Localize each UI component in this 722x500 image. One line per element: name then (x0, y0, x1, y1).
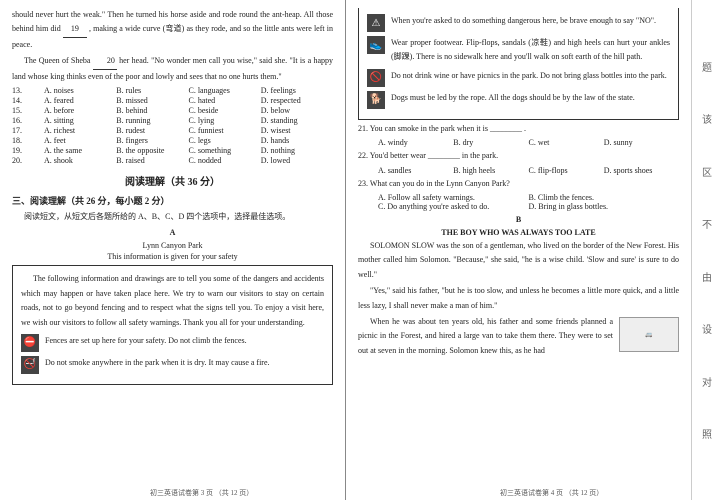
side-tab: 照 (702, 426, 712, 441)
instruction: 阅读短文，从短文后各题所给的 A、B、C、D 四个选项中，选择最佳选项。 (12, 210, 333, 224)
question: 23. What can you do in the Lynn Canyon P… (358, 177, 679, 191)
passage-title: Lynn Canyon Park (12, 241, 333, 250)
cloze-options: 13.A. noisesB. rulesC. languagesD. feeli… (12, 86, 333, 165)
box-intro: The following information and drawings a… (21, 272, 324, 330)
passage-label: B (358, 215, 679, 224)
question-options: A. windy B. dry C. wet D. sunny (358, 138, 679, 147)
option: B. Climb the fences. (529, 193, 680, 202)
rule-row: 🐕 Dogs must be led by the rope. All the … (367, 91, 670, 109)
cloze-row: 19.A. the sameB. the oppositeC. somethin… (12, 146, 333, 155)
option: A. windy (378, 138, 453, 147)
cloze-row: 20.A. shookB. raisedC. noddedD. lowed (12, 156, 333, 165)
option: D. Bring in glass bottles. (529, 202, 680, 211)
rule-row: ⚠ When you're asked to do something dang… (367, 14, 670, 32)
cloze-row: 15.A. beforeB. behindC. besideD. below (12, 106, 333, 115)
cloze-row: 16.A. sittingB. runningC. lyingD. standi… (12, 116, 333, 125)
side-tabs: 题该区不由设对照 (691, 0, 722, 500)
rule-text: Do not drink wine or have picnics in the… (391, 69, 670, 83)
side-tab: 由 (702, 269, 712, 284)
danger-icon: ⚠ (367, 14, 385, 32)
cloze-row: 14.A. fearedB. missedC. hatedD. respecte… (12, 96, 333, 105)
section-title: 阅读理解（共 36 分） (12, 173, 333, 188)
passage-text: should never hurt the weak." Then he tur… (12, 8, 333, 52)
no-smoke-icon: 🚭 (21, 356, 39, 374)
no-drink-icon: 🚫 (367, 69, 385, 87)
passage-text: SOLOMON SLOW was the son of a gentleman,… (358, 239, 679, 282)
rule-row: ⛔ Fences are set up here for your safety… (21, 334, 324, 352)
rule-row: 🚭 Do not smoke anywhere in the park when… (21, 356, 324, 374)
sub-title: 三、阅读理解（共 26 分，每小题 2 分） (12, 194, 333, 207)
question: 22. You'd better wear ________ in the pa… (358, 149, 679, 163)
passage-text: The Queen of Sheba 20 her head. "No wond… (12, 54, 333, 84)
passage-subtitle: This information is given for your safet… (12, 252, 333, 261)
side-tab: 设 (702, 321, 712, 336)
car-image: 🚐 (619, 317, 679, 352)
option: A. sandles (378, 166, 453, 175)
info-box: ⚠ When you're asked to do something dang… (358, 8, 679, 120)
fence-icon: ⛔ (21, 334, 39, 352)
rule-row: 🚫 Do not drink wine or have picnics in t… (367, 69, 670, 87)
option: D. sports shoes (604, 166, 679, 175)
rule-row: 👟 Wear proper footwear. Flip-flops, sand… (367, 36, 670, 65)
page-footer: 初三英语试卷第 3 页 （共 12 页） (150, 488, 253, 498)
side-tab: 题 (702, 59, 712, 74)
rule-text: Do not smoke anywhere in the park when i… (45, 356, 324, 370)
option: D. sunny (604, 138, 679, 147)
rule-text: Fences are set up here for your safety. … (45, 334, 324, 348)
passage-text: "Yes," said his father, "but he is too s… (358, 284, 679, 313)
option: C. wet (529, 138, 604, 147)
option: C. Do anything you're asked to do. (378, 202, 529, 211)
info-box: The following information and drawings a… (12, 265, 333, 385)
shoe-icon: 👟 (367, 36, 385, 54)
page-footer: 初三英语试卷第 4 页 （共 12 页） (500, 488, 603, 498)
dog-icon: 🐕 (367, 91, 385, 109)
side-tab: 区 (702, 164, 712, 179)
question-options: A. sandles B. high heels C. flip-flops D… (358, 166, 679, 175)
rule-text: Dogs must be led by the rope. All the do… (391, 91, 670, 105)
cloze-row: 17.A. richestB. rudestC. funniestD. wise… (12, 126, 333, 135)
option: C. flip-flops (529, 166, 604, 175)
option: A. Follow all safety warnings. (378, 193, 529, 202)
question-options: A. Follow all safety warnings.B. Climb t… (358, 193, 679, 211)
passage-label: A (12, 228, 333, 237)
option: B. dry (453, 138, 528, 147)
side-tab: 不 (702, 216, 712, 231)
option: B. high heels (453, 166, 528, 175)
cloze-row: 18.A. feetB. fingersC. legsD. hands (12, 136, 333, 145)
rule-text: When you're asked to do something danger… (391, 14, 670, 28)
cloze-row: 13.A. noisesB. rulesC. languagesD. feeli… (12, 86, 333, 95)
side-tab: 该 (702, 111, 712, 126)
passage-title: THE BOY WHO WAS ALWAYS TOO LATE (358, 228, 679, 237)
right-page: ⚠ When you're asked to do something dang… (346, 0, 691, 500)
question: 21. You can smoke in the park when it is… (358, 122, 679, 136)
rule-text: Wear proper footwear. Flip-flops, sandal… (391, 36, 670, 65)
side-tab: 对 (702, 374, 712, 389)
left-page: should never hurt the weak." Then he tur… (0, 0, 345, 500)
